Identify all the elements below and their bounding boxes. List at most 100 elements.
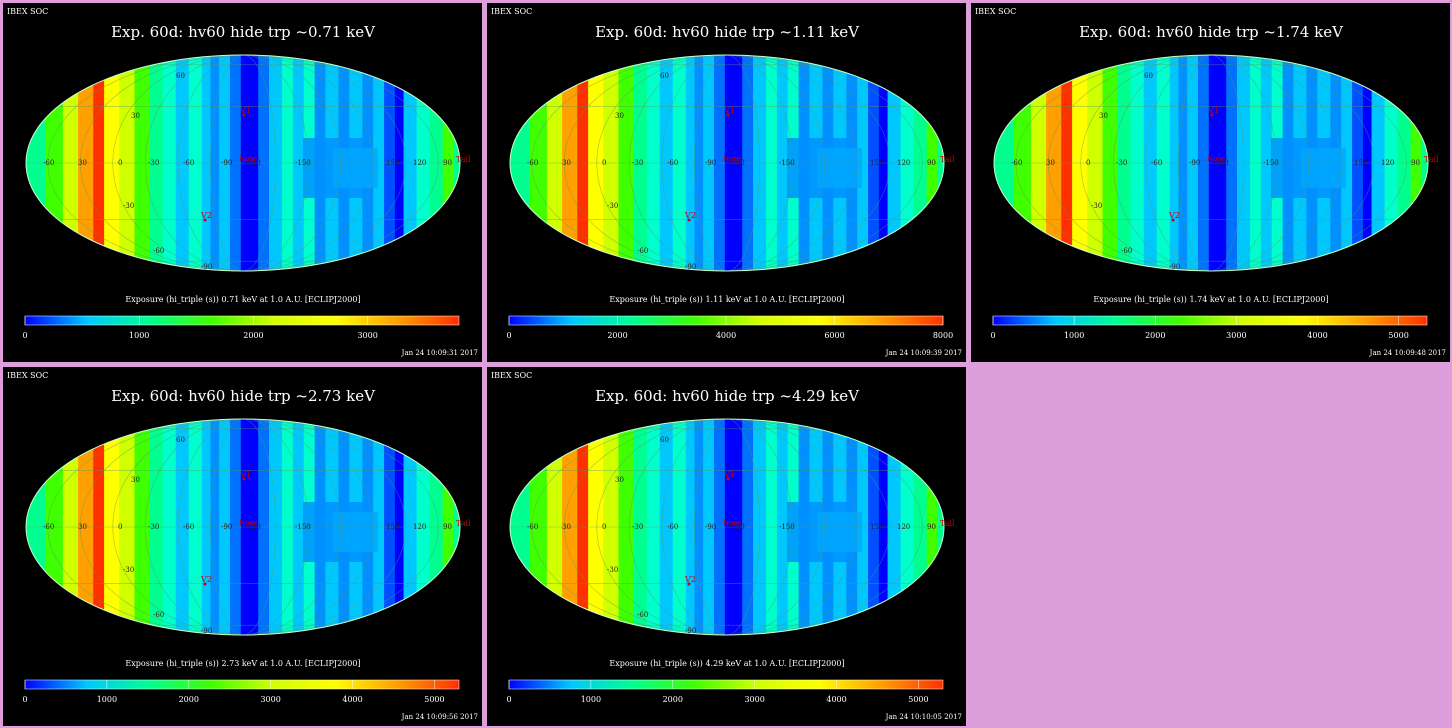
- colorbar-caption: Exposure (hi_triple (s)) 2.73 keV at 1.0…: [125, 659, 360, 668]
- lon-label: -60: [43, 159, 54, 167]
- lat-label: 60: [660, 436, 669, 444]
- colorbar-caption: Exposure (hi_triple (s)) 1.74 keV at 1.0…: [1093, 295, 1328, 304]
- colorbar-tick-label: 3000: [1226, 331, 1246, 340]
- map-outline: [25, 418, 461, 636]
- lon-label: 90: [927, 159, 936, 167]
- lon-label: 120: [897, 523, 910, 531]
- colorbar-tick-label: 1000: [97, 695, 117, 704]
- colorbar-tick-label: 3000: [260, 695, 280, 704]
- v2-label: V2: [684, 211, 696, 220]
- v2-marker: [203, 582, 207, 586]
- colorbar-tick-label: 1000: [1064, 331, 1084, 340]
- lon-label: -30: [632, 159, 643, 167]
- lat-label: 60: [176, 436, 185, 444]
- lon-label: -90: [705, 159, 716, 167]
- lon-label: -90: [221, 523, 232, 531]
- v2-marker: [203, 218, 207, 222]
- lat-label: -60: [153, 611, 164, 619]
- colorbar-tick-label: 2000: [607, 331, 627, 340]
- panel-title: Exp. 60d: hv60 hide trp ~4.29 keV: [595, 387, 860, 405]
- colorbar-tick-label: 1000: [581, 695, 601, 704]
- lat-label: -60: [153, 247, 164, 255]
- panel-title: Exp. 60d: hv60 hide trp ~2.73 keV: [111, 387, 376, 405]
- panel-header-label: IBEX SOC: [7, 371, 48, 380]
- panel-timestamp: Jan 24 10:09:31 2017: [401, 349, 478, 357]
- colorbar-tick-label: 4000: [1307, 331, 1327, 340]
- nose-label: Nose: [1207, 155, 1225, 163]
- colorbar-tick-label: 0: [506, 331, 511, 340]
- v2-label: V2: [200, 211, 212, 220]
- lon-label: -60: [527, 523, 538, 531]
- panel-timestamp: Jan 24 10:09:56 2017: [401, 713, 478, 721]
- v1-label: V1: [1207, 106, 1219, 115]
- tail-label: Tail: [456, 519, 471, 528]
- lon-label: -120: [729, 159, 745, 167]
- lat-label: 30: [131, 112, 140, 120]
- lat-label: -90: [1169, 263, 1180, 271]
- sky-map-panel: IBEX SOC Exp. 60d: hv60 hide trp ~0.71 ke…: [3, 3, 482, 362]
- lon-label: 0: [602, 523, 606, 531]
- colorbar-tick-label: 4000: [716, 331, 736, 340]
- sky-map-panel: IBEX SOC Exp. 60d: hv60 hide trp ~1.74 ke…: [971, 3, 1450, 362]
- colorbar-tick-label: 0: [506, 695, 511, 704]
- lon-label: -150: [779, 159, 795, 167]
- v2-label: V2: [684, 575, 696, 584]
- lon-label: 90: [1411, 159, 1420, 167]
- panel-title: Exp. 60d: hv60 hide trp ~1.74 keV: [1079, 23, 1344, 41]
- tail-label: Tail: [456, 155, 471, 164]
- lon-label: 90: [443, 159, 452, 167]
- panel-header-label: IBEX SOC: [975, 7, 1016, 16]
- lon-label: -90: [221, 159, 232, 167]
- lon-label: 120: [413, 159, 426, 167]
- v1-label: V1: [239, 470, 251, 479]
- lon-label: -150: [295, 159, 311, 167]
- lon-label: -120: [729, 523, 745, 531]
- panel-header-label: IBEX SOC: [7, 7, 48, 16]
- map-outline: [509, 54, 945, 272]
- lon-label: 0: [118, 523, 122, 531]
- lat-label: -60: [1121, 247, 1132, 255]
- lon-label: 0: [602, 159, 606, 167]
- lon-label: 150: [870, 523, 883, 531]
- nose-label: Nose: [239, 519, 257, 527]
- v2-label: V2: [200, 575, 212, 584]
- lon-label: 150: [386, 523, 399, 531]
- v1-marker: [1210, 113, 1214, 117]
- lat-label: -60: [637, 611, 648, 619]
- v1-marker: [242, 113, 246, 117]
- lat-label: -90: [685, 263, 696, 271]
- lat-label: -30: [607, 566, 618, 574]
- sky-map-panel: IBEX SOC Exp. 60d: hv60 hide trp ~4.29 ke…: [487, 367, 966, 726]
- lon-label: 120: [413, 523, 426, 531]
- lon-label: 30: [1046, 159, 1055, 167]
- colorbar-tick-label: 2000: [663, 695, 683, 704]
- lat-label: -90: [201, 627, 212, 635]
- tail-label: Tail: [940, 519, 955, 528]
- lon-label: 0: [1086, 159, 1090, 167]
- exposure-map: [26, 55, 460, 271]
- lon-label: -30: [148, 523, 159, 531]
- colorbar-tick-label: 2000: [1145, 331, 1165, 340]
- lon-label: -60: [183, 523, 194, 531]
- nose-label: Nose: [723, 519, 741, 527]
- colorbar-tick-label: 5000: [424, 695, 444, 704]
- v2-label: V2: [1168, 211, 1180, 220]
- lon-label: 150: [870, 159, 883, 167]
- colorbar: [24, 679, 460, 690]
- lon-label: 90: [443, 523, 452, 531]
- lon-label: -60: [1011, 159, 1022, 167]
- lon-label: -60: [1151, 159, 1162, 167]
- lon-label: 30: [562, 523, 571, 531]
- lat-label: 60: [1144, 72, 1153, 80]
- lat-label: 30: [1099, 112, 1108, 120]
- v1-marker: [726, 113, 730, 117]
- panel-timestamp: Jan 24 10:09:48 2017: [1369, 349, 1446, 357]
- lon-label: 120: [1381, 159, 1394, 167]
- v1-label: V1: [239, 106, 251, 115]
- panel-title: Exp. 60d: hv60 hide trp ~1.11 keV: [595, 23, 860, 41]
- lat-label: -30: [607, 202, 618, 210]
- lat-label: 30: [131, 476, 140, 484]
- lon-label: -150: [779, 523, 795, 531]
- colorbar-tick-label: 8000: [933, 331, 953, 340]
- colorbar-tick-label: 3000: [357, 331, 377, 340]
